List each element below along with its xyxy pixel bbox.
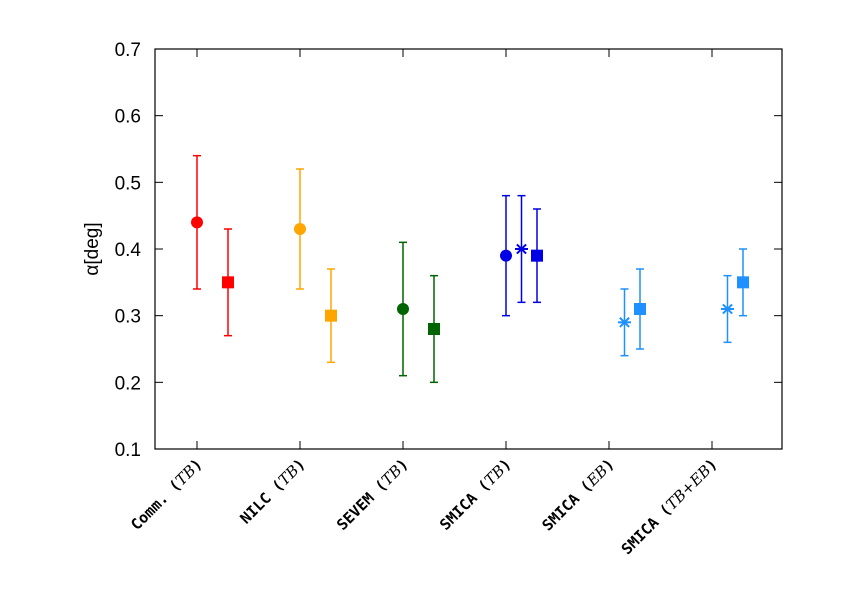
x-axis: Comm. (TB)NILC (TB)SEVEM (TB)SMICA (TB)S… xyxy=(127,49,721,558)
star-marker xyxy=(618,317,631,328)
plot-frame xyxy=(154,48,783,450)
circle-marker xyxy=(500,249,512,262)
data-point-star xyxy=(721,274,734,344)
y-tick-label: 0.3 xyxy=(115,307,141,328)
x-tick-label: NILC (TB) xyxy=(237,455,309,527)
y-tick-label: 0.4 xyxy=(115,240,142,261)
square-marker xyxy=(531,249,543,262)
square-marker xyxy=(634,303,646,315)
star-marker xyxy=(721,303,734,315)
data-point-circle xyxy=(191,154,203,290)
x-tick-label: SEVEM (TB) xyxy=(333,455,412,534)
y-tick-label: 0.2 xyxy=(115,373,141,394)
data-point-circle xyxy=(500,194,512,317)
x-tick-name: Comm. xyxy=(127,483,178,534)
y-tick-label: 0.5 xyxy=(115,173,141,194)
data-point-square xyxy=(634,268,646,350)
x-tick-label: Comm. (TB) xyxy=(127,455,206,534)
y-axis: 0.1 0.2 0.3 0.4 0.5 0.6 0.7 xyxy=(115,40,782,461)
data-point-circle xyxy=(294,168,306,290)
y-tick-label: 0.6 xyxy=(115,107,141,128)
x-tick-estimator: TB+EB xyxy=(662,461,714,513)
data-points xyxy=(191,154,749,384)
x-tick-name: SMICA xyxy=(538,483,589,534)
x-tick-name: SMICA xyxy=(436,483,487,534)
x-tick-label: SMICA (EB) xyxy=(538,455,617,534)
x-tick-name: SEVEM xyxy=(333,483,384,534)
square-marker xyxy=(428,323,440,335)
data-point-square xyxy=(325,268,337,364)
data-point-star xyxy=(618,288,631,357)
square-marker xyxy=(325,309,337,322)
circle-marker xyxy=(191,216,203,229)
data-point-circle xyxy=(397,241,409,377)
square-marker xyxy=(222,276,234,289)
data-point-square xyxy=(428,274,440,384)
circle-marker xyxy=(397,303,409,315)
y-tick-label: 0.1 xyxy=(115,440,141,461)
star-marker xyxy=(515,243,528,255)
x-tick-label: SMICA (TB+EB) xyxy=(618,455,721,558)
data-point-star xyxy=(515,194,528,304)
x-tick-name: SMICA xyxy=(618,507,669,558)
y-axis-label: α[deg] xyxy=(82,222,103,275)
x-tick-label: SMICA (TB) xyxy=(436,455,515,534)
y-tick-label: 0.7 xyxy=(115,40,141,61)
data-point-square xyxy=(531,208,543,304)
data-point-square xyxy=(737,248,749,317)
circle-marker xyxy=(294,223,306,235)
data-point-square xyxy=(222,228,234,337)
square-marker xyxy=(737,276,749,289)
